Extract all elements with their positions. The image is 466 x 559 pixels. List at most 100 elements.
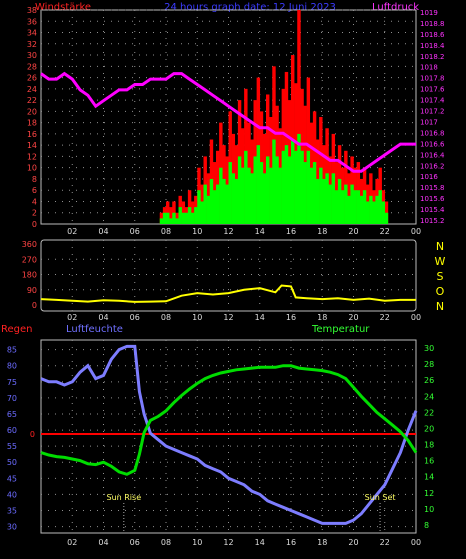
humidity-axis-tick: 60 — [7, 426, 17, 435]
pressure-axis-tick: 1016.2 — [420, 162, 445, 170]
wind-avg-bar — [297, 133, 301, 224]
wind-axis-tick: 30 — [27, 51, 37, 60]
wind-axis-tick: 28 — [27, 62, 37, 71]
wind-axis-tick: 22 — [27, 96, 37, 105]
temperature-line — [40, 364, 418, 476]
wind-avg-bar — [209, 178, 214, 224]
wind-avg-bar — [341, 190, 345, 224]
wind-avg-bar — [294, 150, 298, 224]
direction-compass-label: O — [436, 285, 445, 298]
series-lines-layer — [40, 71, 418, 525]
direction-axis-tick: 0 — [32, 301, 37, 310]
wind-avg-bar — [350, 184, 354, 224]
wind-avg-bar — [334, 190, 339, 224]
time-tick-label: 08 — [161, 538, 171, 547]
temperature-axis-tick: 10 — [424, 505, 434, 514]
wind-avg-bar — [381, 201, 386, 224]
wind-axis-tick: 38 — [27, 6, 37, 15]
humidity-axis-tick: 45 — [7, 474, 17, 483]
pressure-axis-tick: 1017.2 — [420, 108, 445, 116]
time-tick-label: 14 — [255, 538, 265, 547]
wind-axis-tick: 20 — [27, 107, 37, 116]
time-tick-label: 10 — [192, 538, 202, 547]
wind-avg-bar — [316, 178, 320, 224]
wind-avg-bar — [187, 207, 192, 224]
wind-axis-tick: 34 — [27, 29, 37, 38]
wind-avg-bar — [306, 150, 311, 224]
humidity-title: Luftfeuchte — [66, 324, 123, 335]
temperature-axis-tick: 18 — [424, 441, 434, 450]
wind-avg-bar — [344, 184, 348, 224]
wind-avg-bar — [178, 207, 182, 224]
time-tick-label: 00 — [411, 313, 421, 322]
wind-avg-bar — [378, 190, 382, 224]
sunrise-label: Sun Rise — [106, 493, 141, 502]
time-tick-label: 12 — [223, 313, 233, 322]
wind-avg-bar — [162, 212, 167, 224]
time-tick-label: 20 — [348, 227, 358, 236]
wind-axis-tick: 10 — [27, 164, 37, 173]
time-tick-label: 04 — [98, 313, 108, 322]
time-tick-label: 14 — [255, 227, 265, 236]
wind-avg-bar — [197, 190, 201, 224]
wind-avg-bar — [312, 162, 317, 224]
pressure-axis-tick: 1015.4 — [420, 206, 445, 214]
pressure-axis-tick: 1016 — [420, 173, 438, 181]
wind-avg-bar — [322, 178, 326, 224]
wind-direction-line — [40, 284, 416, 303]
humidity-line — [40, 344, 418, 525]
temperature-axis-tick: 26 — [424, 376, 434, 385]
humidity-axis-tick: 40 — [7, 490, 17, 499]
time-tick-label: 00 — [411, 538, 421, 547]
wind-avg-bar — [366, 201, 370, 224]
wind-avg-bar — [266, 156, 270, 224]
temperature-title: Temperatur — [311, 324, 370, 335]
humidity-axis-tick: 55 — [7, 442, 17, 451]
time-tick-label: 22 — [380, 538, 390, 547]
wind-avg-bar — [166, 212, 170, 224]
time-tick-label: 18 — [317, 227, 327, 236]
wind-axis-tick: 14 — [27, 141, 37, 150]
wind-avg-bar — [169, 218, 173, 224]
wind-avg-bar — [291, 139, 295, 224]
humidity-axis-tick: 35 — [7, 506, 17, 515]
wind-avg-bar — [331, 173, 336, 224]
humidity-axis-tick: 65 — [7, 410, 17, 419]
wind-bars-layer — [159, 10, 389, 225]
pressure-axis-tick: 1016.8 — [420, 129, 445, 137]
time-tick-label: 12 — [223, 538, 233, 547]
wind-axis-tick: 0 — [32, 220, 37, 229]
pressure-axis-tick: 1016.6 — [420, 140, 445, 148]
wind-avg-bar — [347, 195, 351, 224]
wind-avg-bar — [269, 167, 273, 224]
time-tick-label: 18 — [317, 313, 327, 322]
wind-avg-bar — [244, 150, 248, 224]
time-tick-label: 08 — [161, 227, 171, 236]
wind-axis-tick: 32 — [27, 40, 37, 49]
time-tick-label: 06 — [130, 227, 140, 236]
wind-axis-tick: 26 — [27, 74, 37, 83]
wind-avg-bar — [250, 173, 254, 224]
time-tick-label: 02 — [67, 538, 77, 547]
pressure-axis-tick: 1015.2 — [420, 217, 445, 225]
pressure-axis-tick: 1018.4 — [420, 42, 445, 50]
tick-labels-layer: 0202020404040606060808081010101212121414… — [7, 6, 446, 547]
pressure-axis-tick: 1017.8 — [420, 75, 445, 83]
wind-axis-tick: 36 — [27, 17, 37, 26]
pressure-line — [40, 71, 416, 173]
wind-avg-bar — [228, 162, 232, 224]
time-tick-label: 08 — [161, 313, 171, 322]
pressure-axis-tick: 1016.4 — [420, 151, 445, 159]
wind-axis-tick: 8 — [32, 175, 37, 184]
direction-compass-label: S — [437, 270, 444, 283]
wind-axis-tick: 12 — [27, 152, 37, 161]
wind-avg-bar — [325, 173, 329, 224]
humidity-axis-tick: 85 — [7, 346, 17, 355]
wind-avg-bar — [372, 201, 376, 224]
wind-avg-bar — [287, 156, 292, 224]
rain-title: Regen — [1, 324, 33, 335]
humidity-axis-tick: 30 — [7, 523, 17, 532]
wind-axis-tick: 16 — [27, 130, 37, 139]
wind-avg-bar — [222, 178, 226, 224]
